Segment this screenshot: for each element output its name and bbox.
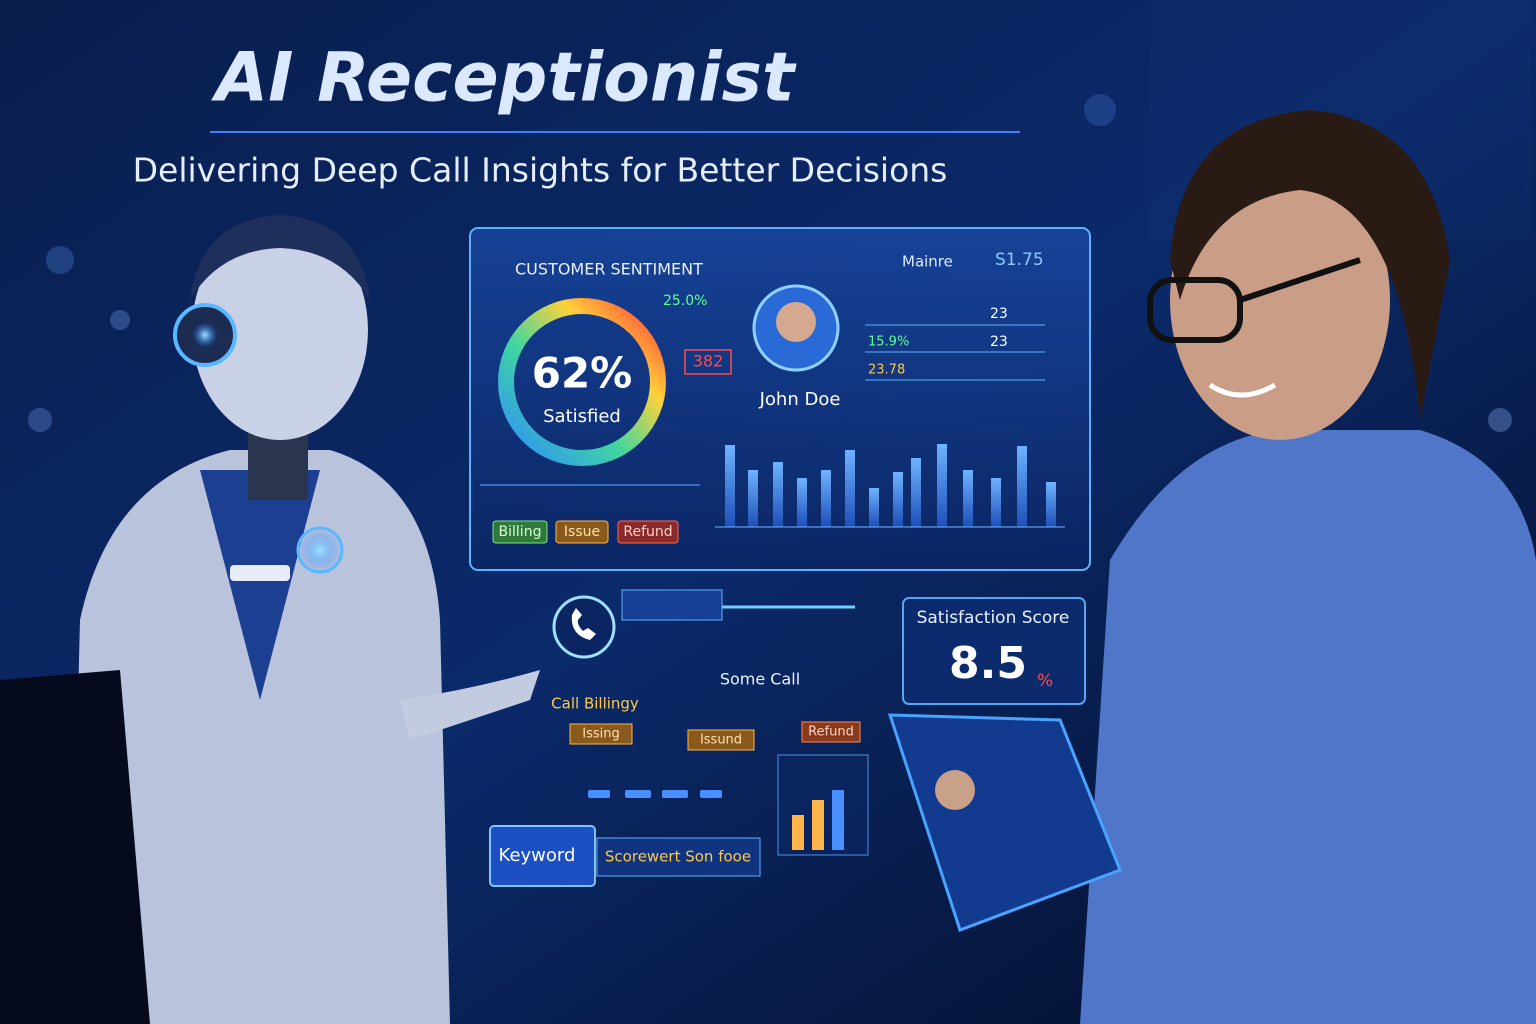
- dashboard-panel: CUSTOMER SENTIMENT Mainre S1.75 62% Sati…: [469, 227, 1091, 571]
- gauge-note: 25.0%: [663, 293, 707, 309]
- keyword-text: Scorewert Son fooe: [605, 848, 751, 866]
- score-panel: Satisfaction Score 8.5 %: [902, 597, 1086, 705]
- tag: Issue: [564, 524, 600, 540]
- laptop: [0, 670, 150, 1024]
- gauge-value: 62%: [532, 349, 633, 398]
- call-label: Some Call: [720, 670, 800, 689]
- alert: 382: [693, 352, 724, 371]
- tablet: [887, 713, 1122, 932]
- stat-right: 23: [990, 306, 1008, 322]
- mini-bar-chart: [725, 444, 1056, 527]
- call-tag: Refund: [808, 725, 854, 740]
- gauge-ring: [498, 298, 666, 466]
- dashboard-title: CUSTOMER SENTIMENT: [515, 260, 703, 279]
- gauge-label: Satisfied: [543, 406, 621, 427]
- call-tag: Issund: [700, 733, 742, 748]
- subtitle: Delivering Deep Call Insights for Better…: [133, 151, 948, 190]
- robot-receptionist: [70, 215, 540, 1024]
- header-label: Mainre: [902, 253, 953, 271]
- score-title: Satisfaction Score: [917, 608, 1070, 628]
- call-topic: Call Billingy: [551, 695, 639, 713]
- call-tag: Issing: [582, 727, 619, 742]
- call-flow: Some Call Call Billingy Issing Issund Re…: [551, 589, 869, 856]
- stat-left: 23.78: [868, 363, 905, 378]
- keyword-label: Keyword: [499, 845, 576, 866]
- keyword-bar: Keyword Scorewert Son fooe: [489, 825, 761, 887]
- woman: [1080, 110, 1536, 1024]
- tag: Refund: [623, 524, 672, 540]
- title: AI Receptionist: [210, 39, 797, 118]
- header-value: S1.75: [995, 250, 1044, 270]
- tag: Billing: [499, 524, 542, 540]
- stat-left: 15.9%: [868, 335, 909, 350]
- agent-name: John Doe: [759, 389, 841, 410]
- score-unit: %: [1037, 671, 1053, 691]
- stat-right: 23: [990, 334, 1008, 350]
- score-value: 8.5: [949, 638, 1027, 689]
